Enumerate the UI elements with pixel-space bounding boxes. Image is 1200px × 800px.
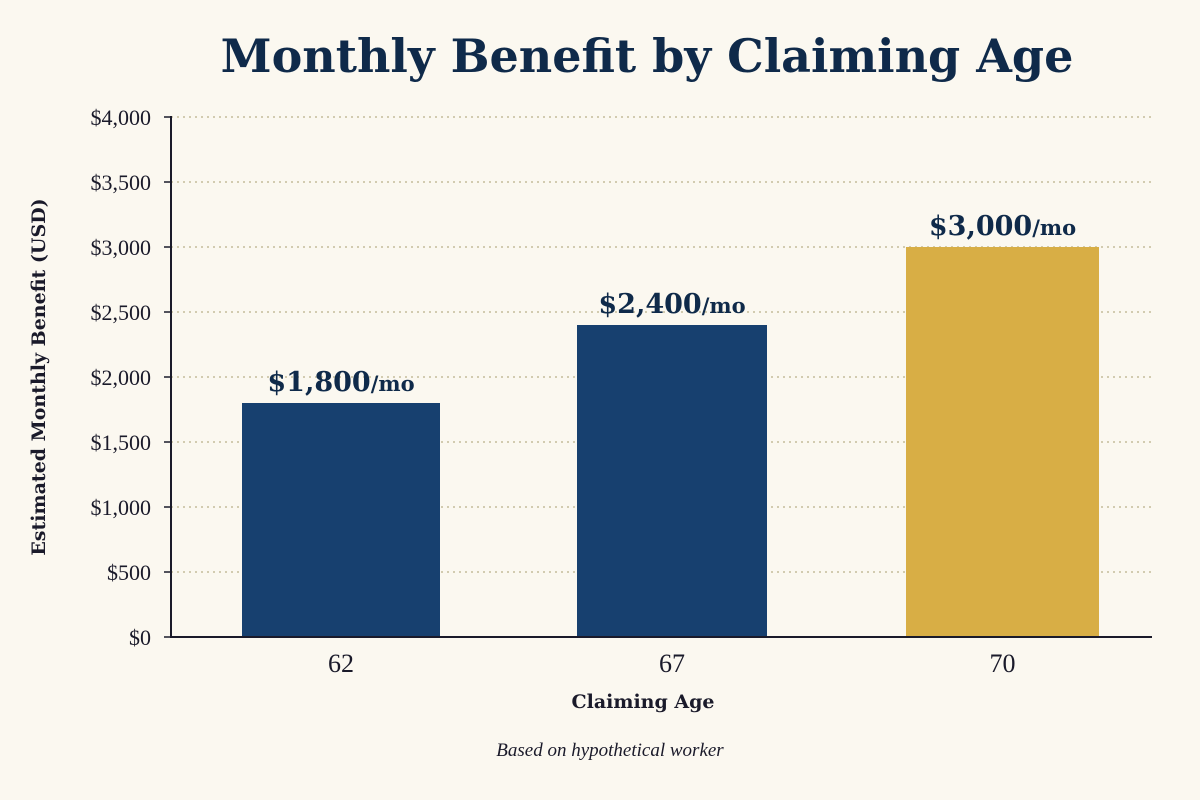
data-label-unit: /mo bbox=[702, 293, 746, 318]
data-label-unit: /mo bbox=[1032, 215, 1076, 240]
data-labels: $1,800/mo$2,400/mo$3,000/mo bbox=[267, 211, 1076, 398]
y-tick-label: $2,000 bbox=[91, 365, 152, 390]
data-label: $2,400/mo bbox=[598, 289, 745, 320]
x-tick-label: 62 bbox=[328, 649, 354, 678]
chart-title: Monthly Benefit by Claiming Age bbox=[221, 29, 1074, 83]
y-axis-ticks: $0 $500 $1,000 $1,500 $2,000 $2,500 $3,000 $3,5… bbox=[91, 105, 171, 650]
x-axis-ticks: 62 67 70 bbox=[328, 649, 1016, 678]
bar-age-62 bbox=[242, 403, 440, 637]
y-tick-label: $3,500 bbox=[91, 170, 152, 195]
x-axis-label: Claiming Age bbox=[571, 691, 714, 713]
y-axis-label: Estimated Monthly Benefit (USD) bbox=[28, 198, 50, 555]
bar-age-67 bbox=[577, 325, 767, 637]
data-label-value: $1,800 bbox=[267, 367, 370, 398]
x-tick-label: 67 bbox=[659, 649, 685, 678]
footnote: Based on hypothetical worker bbox=[496, 740, 724, 761]
data-label: $3,000/mo bbox=[929, 211, 1076, 242]
data-label-value: $2,400 bbox=[598, 289, 701, 320]
y-tick-label: $0 bbox=[129, 625, 151, 650]
y-tick-label: $1,000 bbox=[91, 495, 152, 520]
y-tick-label: $2,500 bbox=[91, 300, 152, 325]
bars bbox=[242, 247, 1099, 637]
data-label-unit: /mo bbox=[371, 371, 415, 396]
data-label-value: $3,000 bbox=[929, 211, 1032, 242]
y-tick-label: $500 bbox=[107, 560, 151, 585]
y-tick-label: $1,500 bbox=[91, 430, 152, 455]
y-tick-label: $3,000 bbox=[91, 235, 152, 260]
data-label: $1,800/mo bbox=[267, 367, 414, 398]
bar-age-70 bbox=[906, 247, 1099, 637]
x-tick-label: 70 bbox=[990, 649, 1016, 678]
y-tick-label: $4,000 bbox=[91, 105, 152, 130]
